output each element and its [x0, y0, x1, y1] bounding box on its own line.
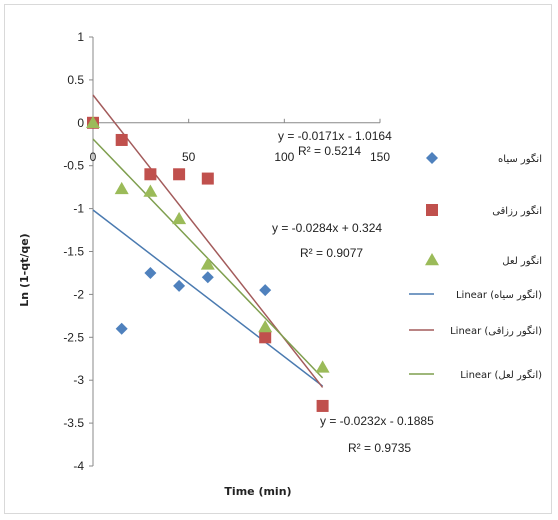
data-point — [259, 331, 272, 344]
data-point — [144, 266, 157, 279]
data-point — [259, 284, 272, 297]
chart-frame — [4, 4, 552, 514]
data-point — [86, 115, 100, 129]
y-tick-label: 0 — [77, 116, 84, 130]
y-tick-label: -3.5 — [63, 416, 84, 430]
annotation-r2-1: R² = 0.5214 — [298, 144, 361, 158]
data-point — [201, 172, 214, 185]
legend-label: Linear (انگور رزاقی) — [450, 325, 542, 337]
data-point — [316, 399, 329, 412]
x-tick-label: 100 — [274, 150, 294, 164]
data-points — [86, 115, 330, 412]
annotation-equation-1: y = -0.0171x - 1.0164 — [278, 129, 392, 143]
legend: انگور سیاه انگور رزاقی انگور لعل Linear (ان… — [409, 152, 542, 381]
data-point — [114, 181, 129, 195]
data-point — [315, 360, 330, 373]
y-tick-label: 1 — [77, 30, 84, 44]
annotation-equation-2: y = -0.0284x + 0.324 — [272, 221, 382, 235]
x-tick-label: 0 — [90, 150, 97, 164]
data-point — [144, 168, 157, 181]
legend-label: انگور لعل — [502, 255, 542, 267]
legend-marker — [426, 152, 438, 164]
legend-label: Linear (انگور لعل) — [460, 369, 542, 381]
data-point — [201, 271, 214, 284]
y-tick-label: 0.5 — [67, 73, 84, 87]
trendline — [92, 209, 324, 387]
data-point — [115, 133, 128, 146]
legend-label: Linear (انگور سیاه) — [456, 289, 542, 301]
legend-marker — [425, 253, 439, 266]
legend-label: انگور رزاقی — [492, 205, 542, 217]
annotation-r2-3: R² = 0.9735 — [348, 441, 411, 455]
data-point — [115, 322, 128, 335]
annotations: y = -0.0171x - 1.0164 R² = 0.5214 y = -0… — [272, 129, 434, 455]
data-point — [173, 168, 186, 181]
y-tick-label: -2 — [73, 287, 84, 301]
data-point — [172, 211, 187, 225]
y-tick-label: -4 — [73, 459, 84, 473]
legend-marker — [426, 204, 438, 216]
y-tick-label: -2.5 — [63, 330, 84, 344]
axes: 1 0.5 0 -0.5 -1 -1.5 -2 -2.5 -3 -3.5 -4 0 50 100 150 — [63, 30, 390, 473]
annotation-equation-3: y = -0.0232x - 0.1885 — [320, 414, 434, 428]
x-axis-title: Time (min) — [224, 485, 291, 498]
data-point — [200, 257, 215, 270]
y-axis-title: Ln (1-qt/qe) — [18, 233, 31, 306]
data-point — [143, 184, 158, 197]
annotation-r2-2: R² = 0.9077 — [300, 246, 363, 260]
x-tick-label: 150 — [370, 150, 390, 164]
y-tick-label: -0.5 — [63, 159, 84, 173]
y-tick-label: -1 — [73, 202, 84, 216]
data-point — [173, 279, 186, 292]
x-tick-label: 50 — [182, 150, 196, 164]
y-tick-label: -3 — [73, 373, 84, 387]
data-point — [258, 320, 273, 333]
legend-label: انگور سیاه — [498, 153, 542, 165]
y-tick-label: -1.5 — [63, 245, 84, 259]
